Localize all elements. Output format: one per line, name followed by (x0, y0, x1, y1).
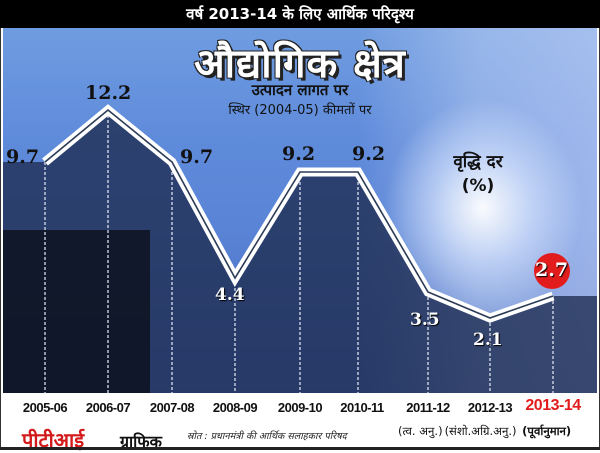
data-label: 2.1 (473, 330, 503, 350)
x-tick-label-highlighted: 2013-14 (525, 397, 581, 414)
footer-rule (0, 447, 600, 450)
dashed-guides (44, 110, 554, 402)
data-label: 9.7 (6, 146, 40, 168)
x-tick-label: 2012-13 (467, 400, 513, 415)
growth-line-inner (44, 108, 554, 319)
y-axis-label: वृद्धि दर (%) (418, 150, 538, 198)
data-label: 9.7 (180, 146, 214, 168)
x-tick-label: 2009-10 (277, 400, 323, 415)
note-forecast: (पूर्वानुमान) (522, 424, 572, 438)
data-label: 12.2 (85, 82, 132, 104)
x-tick-label: 2010-11 (340, 400, 384, 415)
subtitle-basis: उत्पादन लागत पर (251, 81, 349, 99)
x-tick-label: 2011-12 (406, 400, 450, 415)
brand-logo-black: ग्राफिक (120, 432, 162, 451)
footer: पीटीआई ग्राफिक स्रोत : प्रधानमंत्री की आ… (0, 420, 600, 452)
growth-rate-text: वृद्धि दर (453, 152, 503, 172)
header-bar: वर्ष 2013-14 के लिए आर्थिक परिदृश्य (0, 0, 600, 28)
x-axis: 2005-06 2006-07 2007-08 2008-09 2009-10 … (0, 393, 600, 423)
main-title: औद्योगिक क्षेत्र (194, 40, 406, 87)
x-tick-label: 2008-09 (212, 400, 258, 415)
data-label: 9.2 (282, 143, 316, 165)
data-label-highlighted: 2.7 (535, 259, 569, 281)
x-tick-label: 2007-08 (149, 400, 195, 415)
note-provisional: (त्व. अनु.) (398, 424, 443, 438)
percent-unit: (%) (461, 176, 495, 196)
x-tick-label: 2006-07 (85, 400, 131, 415)
data-label: 3.5 (410, 310, 440, 330)
source-credit: स्रोत : प्रधानमंत्री की आर्थिक सलाहकार प… (187, 431, 347, 442)
area-shadow (3, 230, 150, 393)
x-tick-label: 2005-06 (22, 400, 68, 415)
data-label: 9.2 (352, 143, 386, 165)
category-notes: (त्व. अनु.) (संशो.अग्रि.अनु.) (पूर्वानुमा… (398, 424, 573, 439)
note-revised-advance: (संशो.अग्रि.अनु.) (444, 424, 517, 438)
subtitle-prices: स्थिर (2004-05) कीमतों पर (228, 103, 372, 118)
area-fill (3, 110, 597, 393)
data-label: 4.4 (215, 285, 245, 305)
highlight-circle (534, 253, 570, 289)
